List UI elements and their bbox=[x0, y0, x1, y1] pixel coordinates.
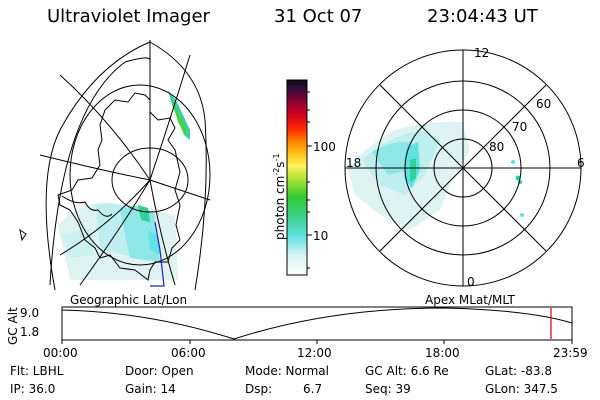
mlt-label-12: 12 bbox=[474, 46, 490, 60]
glon-value: GLon: 347.5 bbox=[485, 382, 558, 396]
colorbar bbox=[286, 79, 312, 276]
door-status: Door: Open bbox=[125, 364, 194, 378]
ip-value: IP: 36.0 bbox=[10, 382, 56, 396]
dsp-label: Dsp: bbox=[245, 382, 273, 396]
mode-value: Mode: Normal bbox=[245, 364, 329, 378]
polar-plot-label: Apex MLat/MLT bbox=[425, 293, 515, 307]
dsp-value: 6.7 bbox=[303, 382, 323, 396]
colorbar-tick-100: 100 bbox=[313, 140, 336, 154]
filter-value: Flt: LBHL bbox=[10, 364, 64, 378]
gc-alt-value: GC Alt: 6.6 Re bbox=[365, 364, 449, 378]
seq-value: Seq: 39 bbox=[365, 382, 411, 396]
mlt-label-6: 6 bbox=[577, 156, 585, 170]
altitude-ytick-high: 9.0 bbox=[20, 306, 40, 320]
colorbar-unit-exp2: -1 bbox=[272, 153, 281, 162]
polar-aurora-emission bbox=[348, 121, 524, 230]
time-label: 23:04:43 UT bbox=[427, 6, 538, 27]
glat-value: GLat: -83.8 bbox=[485, 364, 552, 378]
altitude-ytick-low: 1.8 bbox=[20, 325, 40, 339]
colorbar-unit-s: s bbox=[273, 161, 287, 168]
mlat-label-80: 80 bbox=[489, 140, 505, 154]
colorbar-unit-label: photon cm-2s-1 bbox=[272, 153, 287, 240]
instrument-title: Ultraviolet Imager bbox=[47, 6, 210, 27]
colorbar-unit-text: photon cm bbox=[273, 175, 287, 240]
mlat-label-70: 70 bbox=[512, 120, 528, 134]
mlt-label-18: 18 bbox=[346, 156, 362, 170]
time-tick-2359: 23:59 bbox=[553, 346, 588, 360]
altitude-plot bbox=[61, 306, 573, 344]
altitude-ylabel: GC Alt bbox=[6, 307, 20, 345]
time-tick-0600: 06:00 bbox=[171, 346, 206, 360]
time-tick-1200: 12:00 bbox=[297, 346, 332, 360]
colorbar-unit-exp: -2 bbox=[272, 167, 281, 176]
time-tick-1800: 18:00 bbox=[425, 346, 460, 360]
geo-map-label: Geographic Lat/Lon bbox=[70, 293, 188, 307]
polar-plot bbox=[344, 49, 582, 287]
mlat-label-60: 60 bbox=[536, 97, 552, 111]
colorbar-tick-10: 10 bbox=[313, 229, 329, 243]
geographic-map bbox=[19, 40, 211, 291]
mlt-label-0: 0 bbox=[467, 275, 475, 289]
gain-value: Gain: 14 bbox=[125, 382, 176, 396]
date-label: 31 Oct 07 bbox=[274, 6, 363, 27]
time-tick-0000: 00:00 bbox=[43, 346, 78, 360]
